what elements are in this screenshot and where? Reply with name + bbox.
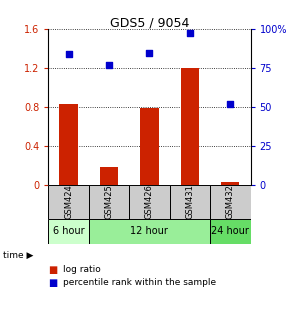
Text: 6 hour: 6 hour (53, 226, 84, 236)
Text: log ratio: log ratio (63, 265, 101, 274)
Bar (221, 182, 239, 185)
Bar (210, 219, 251, 244)
Text: ■: ■ (48, 278, 58, 288)
Bar (89, 219, 210, 244)
Bar (140, 108, 159, 185)
Text: GSM424: GSM424 (64, 184, 73, 219)
Bar (89, 185, 129, 219)
Bar (59, 104, 78, 185)
Bar (129, 185, 170, 219)
Bar (181, 68, 199, 185)
Text: 24 hour: 24 hour (211, 226, 249, 236)
Point (66, 52, 71, 57)
Point (107, 62, 111, 68)
Text: time ▶: time ▶ (3, 251, 33, 260)
Point (188, 30, 192, 35)
Bar (100, 167, 118, 185)
Bar (48, 219, 89, 244)
Point (228, 101, 233, 107)
Text: GSM426: GSM426 (145, 184, 154, 219)
Text: GSM431: GSM431 (185, 184, 194, 219)
Bar (170, 185, 210, 219)
Text: GSM432: GSM432 (226, 184, 235, 219)
Text: percentile rank within the sample: percentile rank within the sample (63, 278, 216, 287)
Bar (210, 185, 251, 219)
Title: GDS5 / 9054: GDS5 / 9054 (110, 16, 189, 29)
Text: ■: ■ (48, 265, 58, 275)
Point (147, 50, 152, 55)
Bar (48, 185, 89, 219)
Text: 12 hour: 12 hour (130, 226, 168, 236)
Text: GSM425: GSM425 (105, 184, 113, 219)
